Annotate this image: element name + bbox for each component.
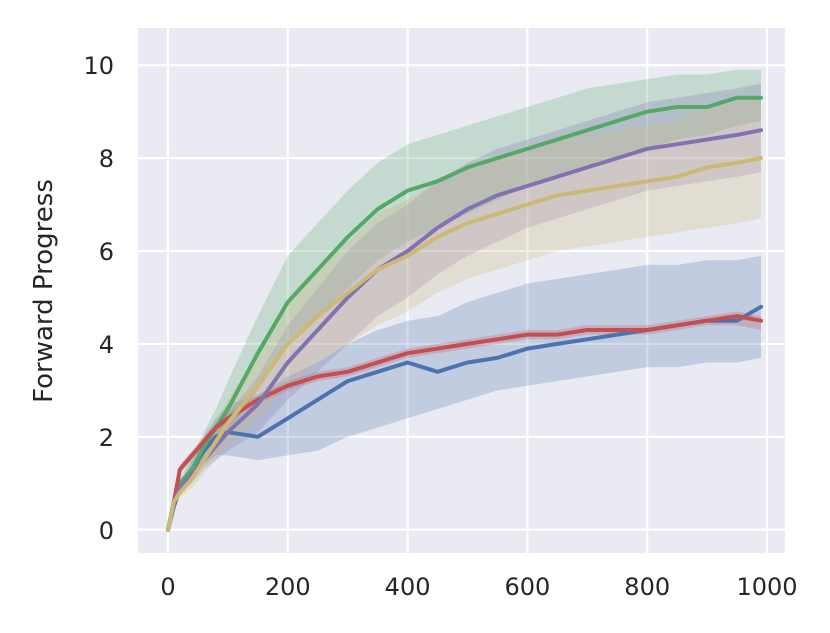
y-axis-label: Forward Progress: [29, 179, 59, 403]
x-tick-label: 600: [504, 573, 550, 601]
x-tick-label: 1000: [736, 573, 797, 601]
y-tick-label: 4: [99, 331, 114, 359]
y-tick-labels: 0 2 4 6 8 10: [83, 52, 114, 545]
y-tick-label: 10: [83, 52, 114, 80]
series-line-2: [166, 314, 763, 532]
y-tick-label: 0: [99, 517, 114, 545]
y-tick-label: 6: [99, 238, 114, 266]
plot-background: [138, 28, 785, 553]
x-tick-label: 800: [624, 573, 670, 601]
x-tick-label: 200: [265, 573, 311, 601]
y-tick-label: 2: [99, 424, 114, 452]
x-tick-label: 0: [160, 573, 175, 601]
confidence-bands: [168, 69, 761, 530]
series-line-1: [166, 95, 763, 532]
series-band-1: [168, 69, 761, 530]
series-band-0: [168, 255, 761, 530]
y-tick-label: 8: [99, 145, 114, 173]
x-tick-labels: 0 200 400 600 800 1000: [160, 573, 797, 601]
x-tick-label: 400: [385, 573, 431, 601]
series-band-4: [168, 97, 761, 530]
series-line-4: [166, 156, 763, 532]
series-band-3: [168, 83, 761, 530]
series-lines: [166, 95, 763, 532]
